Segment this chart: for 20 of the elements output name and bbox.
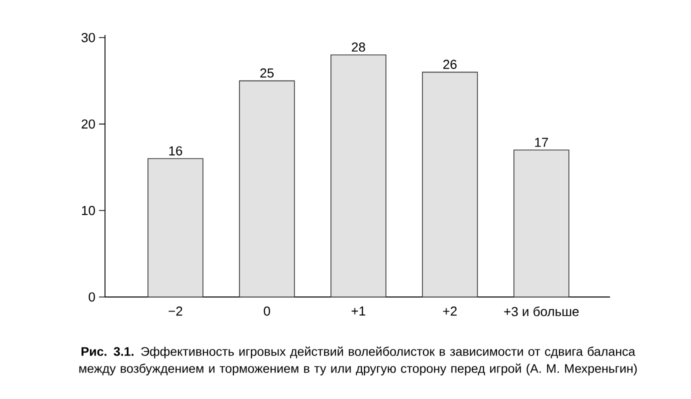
bar	[148, 158, 204, 298]
x-tick-label: +2	[443, 306, 457, 316]
data-label: 25	[260, 68, 274, 78]
text: Рис. 3.1. Эффективность игровых действий волейболисток в зависимости от сдвига баланса между возбуждением и торможением в ту или другую сторону перед игрой (А. М. Мехреньгин)	[79, 346, 637, 376]
bar	[513, 150, 570, 298]
x-tick-label: +3 и больше	[504, 306, 579, 316]
x-tick-label: −2	[168, 306, 182, 316]
data-label: 16	[169, 146, 182, 156]
bar	[422, 72, 478, 298]
bar	[239, 80, 295, 298]
x-tick-label: +1	[352, 306, 366, 316]
y-tick-label: 20	[82, 119, 95, 129]
data-label: 26	[443, 60, 457, 69]
y-tick-label: 0	[88, 292, 95, 302]
x-tick-label: 0	[264, 306, 270, 316]
data-label: 17	[535, 138, 548, 147]
bar	[330, 54, 386, 298]
y-tick-label: 10	[82, 206, 95, 216]
data-label: 28	[352, 42, 366, 52]
y-tick-label: 30	[82, 32, 95, 42]
